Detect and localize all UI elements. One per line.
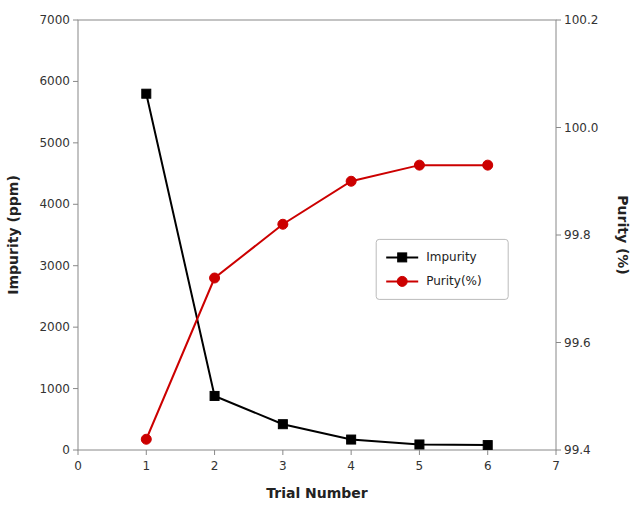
x-tick-label: 2 <box>211 459 219 473</box>
x-tick-label: 7 <box>552 459 560 473</box>
y-tick-label: 6000 <box>39 74 70 88</box>
y-tick <box>73 388 78 389</box>
y-tick <box>73 450 78 451</box>
series-marker <box>210 273 220 283</box>
series-marker <box>210 391 219 400</box>
legend-box <box>376 239 508 299</box>
y-tick <box>73 204 78 205</box>
x-tick-label: 3 <box>279 459 287 473</box>
y-tick-label: 2000 <box>39 320 70 334</box>
series-marker <box>483 441 492 450</box>
y2-tick <box>556 450 561 451</box>
x-tick <box>556 450 557 455</box>
series <box>141 160 492 444</box>
series-marker <box>346 176 356 186</box>
y2-tick <box>556 342 561 343</box>
series-marker <box>414 160 424 170</box>
legend-marker <box>397 276 407 286</box>
y2-tick <box>556 127 561 128</box>
x-tick-label: 6 <box>484 459 492 473</box>
y2-tick <box>556 20 561 21</box>
x-tick-label: 1 <box>142 459 150 473</box>
x-tick <box>487 450 488 455</box>
legend: Impurity Purity(%) <box>376 239 508 299</box>
y2-tick <box>556 235 561 236</box>
series-marker <box>415 440 424 449</box>
y-tick <box>73 327 78 328</box>
series-marker <box>347 435 356 444</box>
x-axis: 0 1 2 3 4 5 6 7 <box>74 450 560 473</box>
x-tick <box>351 450 352 455</box>
chart: 0 1 2 3 4 5 6 7 Trial Number 0 1000 2000 3000 4000 500… <box>0 0 634 512</box>
y2-tick-label: 99.8 <box>564 228 591 242</box>
y-tick-label: 4000 <box>39 197 70 211</box>
y2-axis-label: Purity (%) <box>615 195 631 274</box>
y2-tick-label: 100.0 <box>564 121 598 135</box>
y2-tick-label: 99.4 <box>564 443 591 457</box>
legend-label: Purity(%) <box>426 274 481 288</box>
x-tick <box>282 450 283 455</box>
y-tick-label: 3000 <box>39 259 70 273</box>
legend-marker <box>398 253 407 262</box>
series-marker <box>483 160 493 170</box>
x-tick-label: 0 <box>74 459 82 473</box>
x-tick <box>214 450 215 455</box>
x-tick <box>146 450 147 455</box>
y-tick <box>73 20 78 21</box>
series-line <box>146 165 487 439</box>
y-tick <box>73 265 78 266</box>
y2-tick-label: 100.2 <box>564 13 598 27</box>
series-marker <box>278 219 288 229</box>
y2-tick-label: 99.6 <box>564 336 591 350</box>
x-tick-label: 5 <box>416 459 424 473</box>
y-tick <box>73 142 78 143</box>
x-tick <box>78 450 79 455</box>
legend-label: Impurity <box>426 250 477 264</box>
x-tick-label: 4 <box>347 459 355 473</box>
y-tick-label: 7000 <box>39 13 70 27</box>
x-axis-label: Trial Number <box>266 485 368 501</box>
y-axis: 0 1000 2000 3000 4000 5000 6000 7000 <box>39 13 78 457</box>
y-tick-label: 1000 <box>39 382 70 396</box>
x-tick <box>419 450 420 455</box>
y-tick-label: 0 <box>62 443 70 457</box>
series-marker <box>142 89 151 98</box>
series-marker <box>141 434 151 444</box>
series-marker <box>278 420 287 429</box>
plot-frame <box>78 20 556 450</box>
y2-axis: 99.4 99.6 99.8 100.0 100.2 <box>556 13 598 457</box>
y-tick-label: 5000 <box>39 136 70 150</box>
y-axis-label: Impurity (ppm) <box>5 175 21 295</box>
y-tick <box>73 81 78 82</box>
